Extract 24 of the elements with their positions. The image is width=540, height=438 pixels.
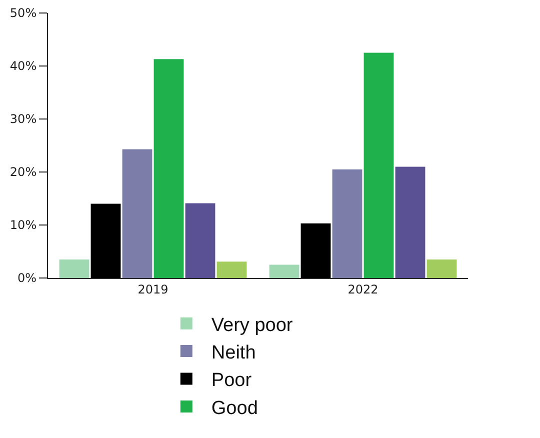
bar <box>364 52 394 278</box>
bar <box>332 169 362 278</box>
bar <box>185 203 216 278</box>
y-tick-label: 50% <box>10 6 37 20</box>
legend-label: Very poor <box>211 314 294 336</box>
legend-label: Good <box>211 398 258 419</box>
y-tick-label: 40% <box>10 59 37 74</box>
legend-label: Neith <box>211 342 256 364</box>
bar <box>216 262 247 278</box>
y-tick-label: 30% <box>10 112 37 126</box>
x-tick-label: 2022 <box>348 282 378 296</box>
bar <box>90 204 121 278</box>
bar <box>122 149 152 278</box>
x-tick-label: 2019 <box>138 282 168 296</box>
bar <box>426 259 457 278</box>
bar <box>59 259 90 278</box>
bar <box>269 264 300 278</box>
bar <box>395 166 426 278</box>
legend-label: Poor <box>211 370 252 392</box>
bar <box>154 59 184 278</box>
y-tick-label: 20% <box>10 165 37 180</box>
y-tick-label: 0% <box>18 271 37 286</box>
bar <box>300 223 331 278</box>
y-tick-label: 10% <box>10 218 37 232</box>
